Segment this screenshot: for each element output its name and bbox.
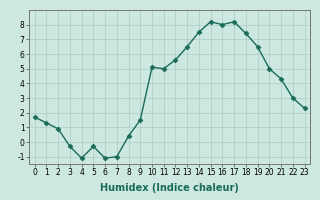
- X-axis label: Humidex (Indice chaleur): Humidex (Indice chaleur): [100, 183, 239, 193]
